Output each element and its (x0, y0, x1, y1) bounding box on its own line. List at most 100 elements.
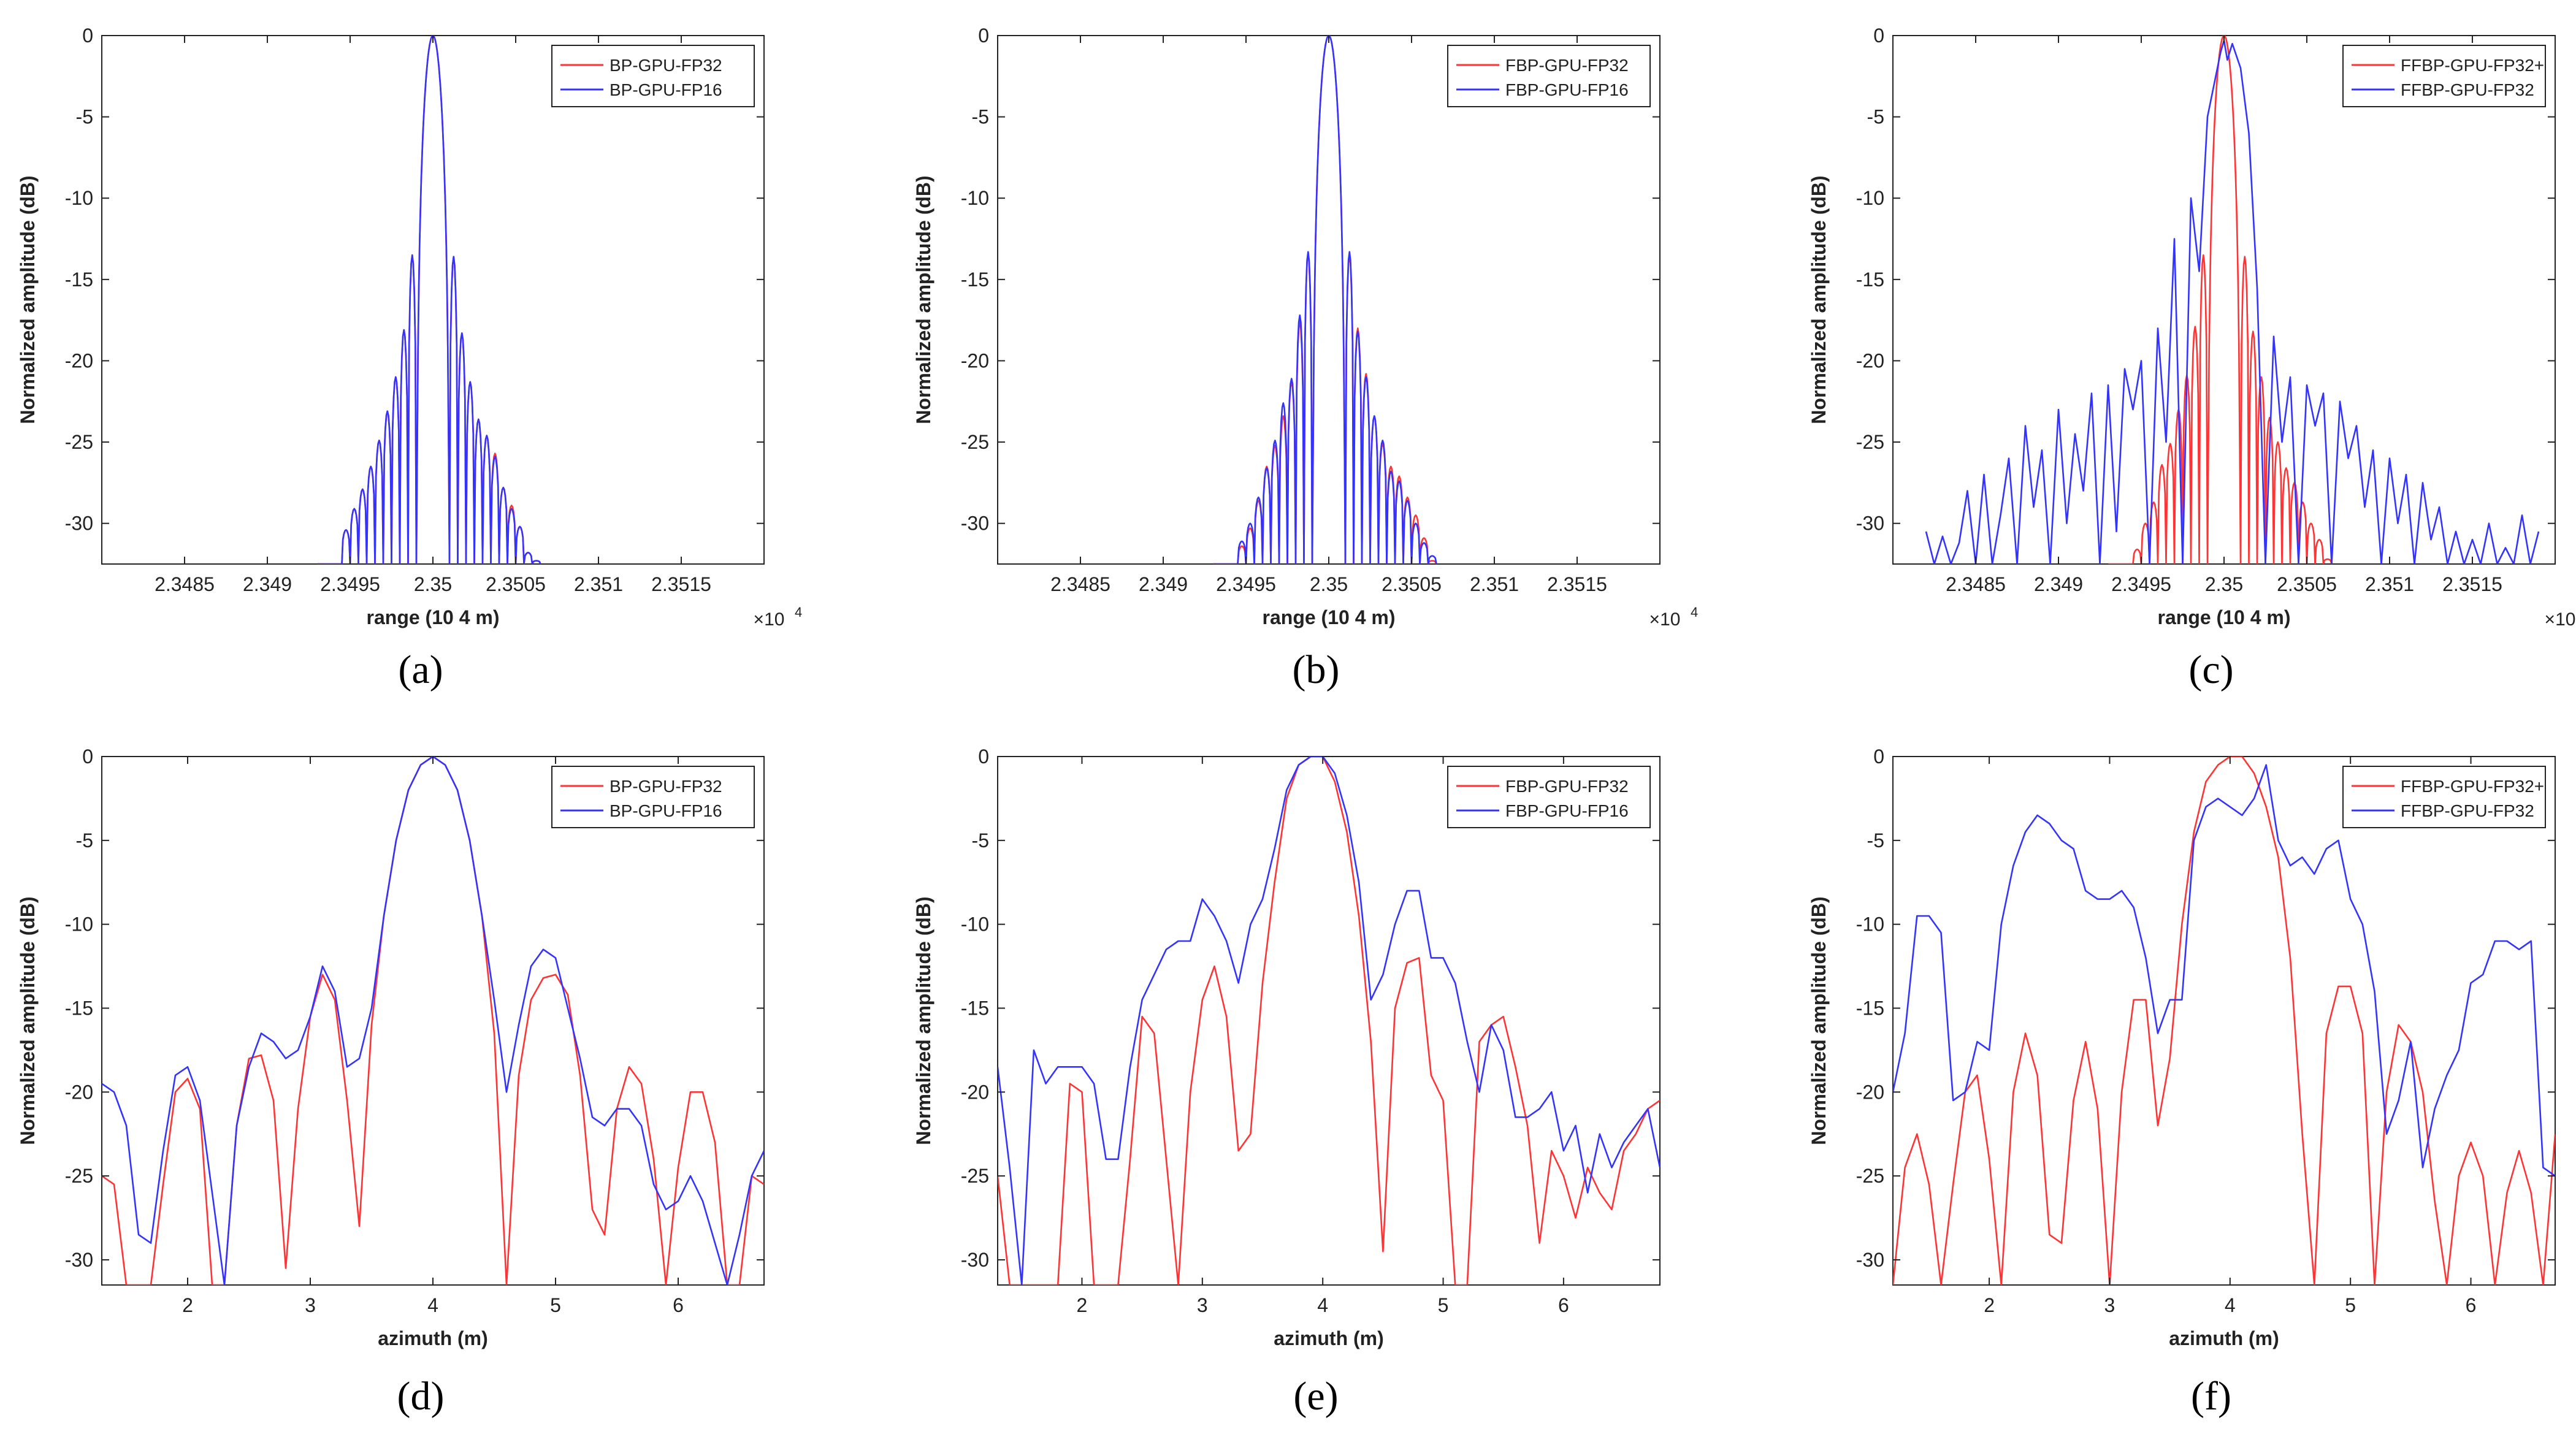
x-tick-label: 2.349 (1139, 573, 1188, 595)
series-group (1893, 757, 2555, 1285)
plot-frame (1892, 35, 2556, 565)
series-group (1213, 36, 1437, 564)
y-tick-label: -5 (972, 106, 989, 128)
legend-label: FBP-GPU-FP32 (1505, 777, 1629, 796)
y-tick-label: -15 (1856, 269, 1884, 291)
x-tick-label: 2 (1077, 1294, 1088, 1316)
x-tick-label: 3 (1197, 1294, 1208, 1316)
y-tick-label: -20 (65, 1081, 93, 1103)
y-tick-label: -25 (1856, 431, 1884, 453)
x-tick-label: 5 (1438, 1294, 1449, 1316)
series-line-ffbp-gpu-fp32+ (1893, 757, 2555, 1285)
x-tick-label: 4 (427, 1294, 438, 1316)
y-tick-label: -30 (961, 513, 989, 535)
panel-label-b: (b) (1292, 647, 1340, 692)
y-tick-label: -5 (972, 829, 989, 852)
x-exponent-label: ×10 (2545, 609, 2576, 630)
panel-label-c: (c) (2188, 647, 2234, 692)
y-tick-label: -25 (961, 431, 989, 453)
y-tick-label: -15 (65, 269, 93, 291)
legend: FFBP-GPU-FP32+ FFBP-GPU-FP32 (2342, 766, 2546, 828)
legend-label: BP-GPU-FP32 (610, 56, 722, 75)
legend-box (1447, 45, 1651, 107)
y-tick-label: -15 (65, 997, 93, 1019)
x-axis-label: azimuth (m) (1274, 1327, 1384, 1349)
series-line-ffbp-gpu-fp32 (1925, 39, 2540, 564)
y-axis-label: Normalized amplitude (dB) (17, 175, 39, 424)
y-tick-label: -10 (961, 187, 989, 209)
y-tick-label: -15 (1856, 997, 1884, 1019)
legend-label: BP-GPU-FP32 (610, 777, 722, 796)
legend-label: BP-GPU-FP16 (610, 801, 722, 820)
y-tick-label: -25 (1856, 1165, 1884, 1187)
y-axis-label: Normalized amplitude (dB) (1808, 175, 1830, 424)
series-line-fbp-gpu-fp16 (1213, 36, 1437, 564)
y-axis-label: Normalized amplitude (dB) (1808, 896, 1830, 1145)
x-tick-label: 2.35 (414, 573, 452, 595)
x-tick-label: 2 (1984, 1294, 1995, 1316)
legend-label: FFBP-GPU-FP32+ (2401, 777, 2544, 796)
x-exponent-label: ×10 (754, 609, 785, 630)
x-tick-label: 2.3495 (1216, 573, 1276, 595)
x-tick-label: 2.3485 (1050, 573, 1110, 595)
y-tick-label: 0 (82, 25, 93, 47)
x-tick-label: 2.349 (2034, 573, 2083, 595)
x-tick-label: 3 (2104, 1294, 2115, 1316)
legend-box (551, 45, 755, 107)
series-line-bp-gpu-fp32 (102, 757, 764, 1285)
y-axis-label: Normalized amplitude (dB) (912, 896, 934, 1145)
plot-frame (997, 35, 1661, 565)
y-tick-label: -30 (1856, 513, 1884, 535)
x-tick-label: 2.3495 (2111, 573, 2171, 595)
series-line-ffbp-gpu-fp32+ (2108, 36, 2333, 564)
plot-frame (997, 756, 1661, 1286)
y-tick-label: -5 (1867, 829, 1884, 852)
legend-label: FBP-GPU-FP16 (1505, 80, 1629, 99)
x-tick-label: 2.3485 (1946, 573, 2006, 595)
y-tick-label: -20 (65, 349, 93, 372)
series-group (1925, 36, 2540, 564)
legend-label: FBP-GPU-FP32 (1505, 56, 1629, 75)
x-tick-label: 2 (182, 1294, 193, 1316)
y-axis-label: Normalized amplitude (dB) (17, 896, 39, 1145)
plot-frame (1892, 756, 2556, 1286)
y-tick-label: -30 (961, 1249, 989, 1271)
legend-label: FFBP-GPU-FP32 (2401, 80, 2534, 99)
chart-f: 0 -5 -10 -15 -20 -25 -30 2 3 4 5 6 azimuth (m) Normal… (1808, 745, 2556, 1349)
y-tick-label: -25 (65, 1165, 93, 1187)
x-tick-label: 4 (2225, 1294, 2236, 1316)
x-tick-label: 2.3515 (2442, 573, 2502, 595)
x-tick-label: 4 (1317, 1294, 1328, 1316)
x-axis-label: range (10 4 m) (2158, 606, 2291, 628)
y-tick-label: -5 (1867, 106, 1884, 128)
legend: FBP-GPU-FP32 FBP-GPU-FP16 (1447, 45, 1651, 107)
x-exponent-power: 4 (795, 604, 802, 620)
y-tick-label: -10 (1856, 187, 1884, 209)
plot-frame (101, 35, 765, 565)
y-tick-label: -10 (65, 187, 93, 209)
x-tick-label: 2.3485 (155, 573, 215, 595)
y-tick-label: -20 (1856, 349, 1884, 372)
legend-box (551, 766, 755, 828)
y-tick-label: 0 (978, 745, 989, 768)
legend: FBP-GPU-FP32 FBP-GPU-FP16 (1447, 766, 1651, 828)
x-tick-label: 2.351 (2365, 573, 2414, 595)
y-tick-label: 0 (1873, 745, 1884, 768)
legend: BP-GPU-FP32 BP-GPU-FP16 (551, 45, 755, 107)
series-line-bp-gpu-fp16 (102, 757, 764, 1285)
series-line-bp-gpu-fp16 (317, 36, 541, 564)
y-tick-label: -20 (961, 349, 989, 372)
x-tick-label: 2.3515 (651, 573, 711, 595)
y-tick-label: -30 (65, 513, 93, 535)
series-line-ffbp-gpu-fp32 (1893, 764, 2555, 1177)
x-tick-label: 6 (1558, 1294, 1569, 1316)
y-tick-label: -5 (76, 829, 93, 852)
legend-box (1447, 766, 1651, 828)
x-tick-label: 2.3515 (1547, 573, 1607, 595)
y-tick-label: -10 (961, 913, 989, 936)
x-tick-label: 2.3505 (2277, 573, 2337, 595)
x-tick-label: 2.35 (1310, 573, 1348, 595)
x-tick-label: 3 (305, 1294, 316, 1316)
x-tick-label: 6 (673, 1294, 684, 1316)
